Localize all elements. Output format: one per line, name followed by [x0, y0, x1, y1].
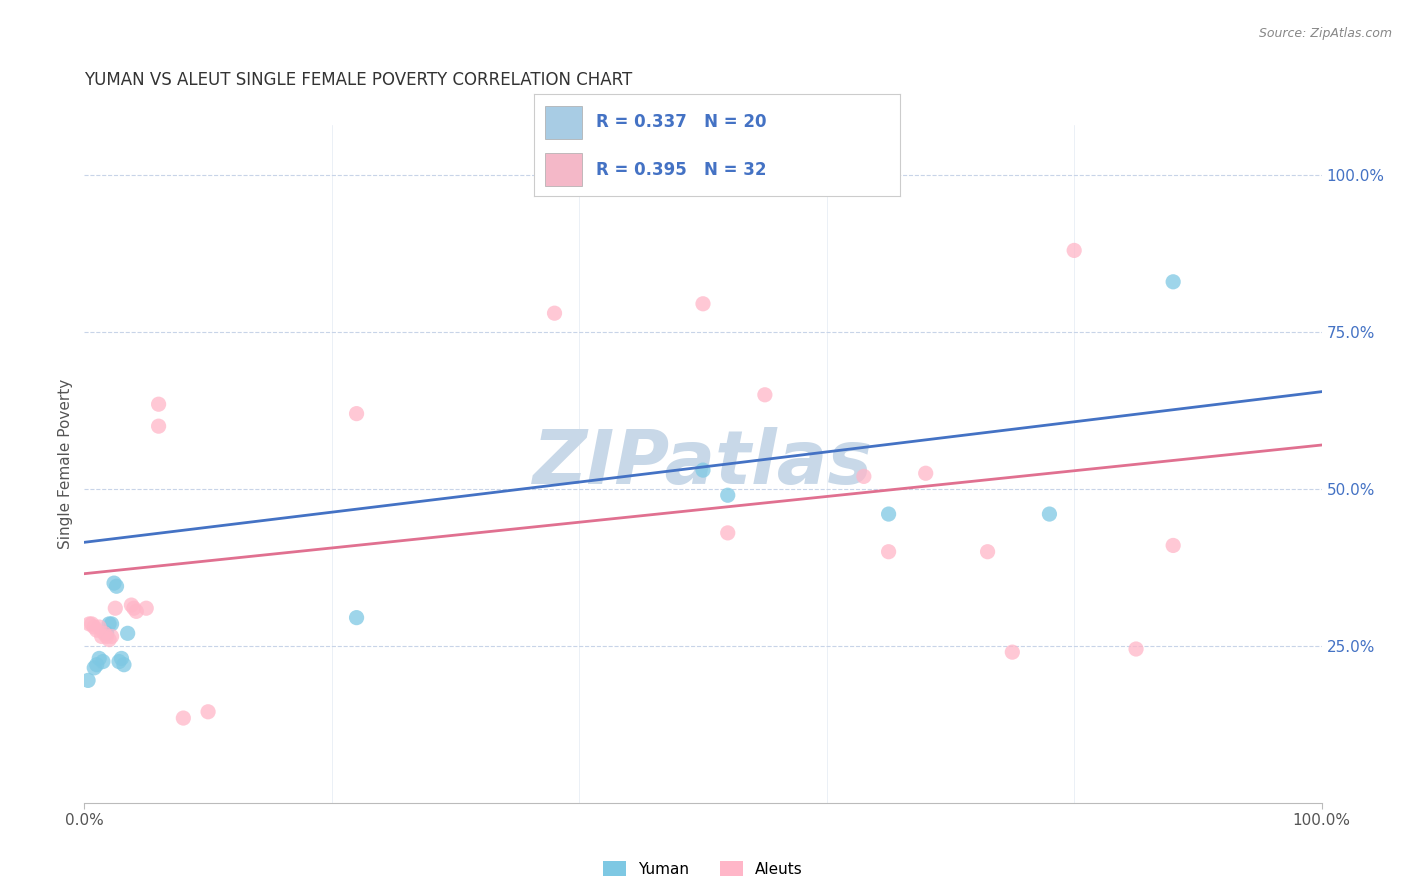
Point [108, 655, 131, 669]
Point [110, 651, 132, 665]
Point [100, 616, 122, 631]
Point [96, 630, 118, 644]
Point [120, 598, 142, 612]
Point [172, 711, 194, 725]
Point [100, 630, 122, 644]
Point [543, 306, 565, 320]
Point [1161, 538, 1184, 552]
Point [148, 419, 170, 434]
Point [346, 610, 368, 624]
Point [346, 407, 368, 421]
Point [83, 620, 105, 634]
Point [852, 469, 875, 483]
Point [717, 525, 740, 540]
Text: YUMAN VS ALEUT SINGLE FEMALE POVERTY CORRELATION CHART: YUMAN VS ALEUT SINGLE FEMALE POVERTY COR… [84, 71, 633, 89]
Point [692, 463, 714, 477]
Point [105, 579, 128, 593]
Point [914, 467, 936, 481]
Point [754, 388, 776, 402]
Point [90, 630, 112, 644]
Point [98, 616, 121, 631]
Point [1063, 244, 1085, 258]
FancyBboxPatch shape [546, 153, 582, 186]
Point [1038, 507, 1060, 521]
FancyBboxPatch shape [546, 106, 582, 139]
Y-axis label: Single Female Poverty: Single Female Poverty [58, 379, 73, 549]
Legend: Yuman, Aleuts: Yuman, Aleuts [603, 861, 803, 877]
Point [117, 626, 139, 640]
Point [1161, 275, 1184, 289]
Point [717, 488, 740, 502]
Point [103, 576, 125, 591]
Point [83, 661, 105, 675]
Point [104, 601, 127, 615]
Point [1125, 642, 1147, 657]
Point [98, 632, 121, 647]
Point [135, 601, 157, 615]
Point [877, 507, 900, 521]
Point [877, 545, 900, 559]
Text: R = 0.395   N = 32: R = 0.395 N = 32 [596, 161, 766, 178]
Point [79, 616, 101, 631]
Point [89, 620, 111, 634]
Point [96, 626, 118, 640]
Point [86, 623, 108, 637]
Point [112, 657, 135, 672]
Point [77, 673, 100, 688]
Point [93, 626, 115, 640]
Text: ZIPatlas: ZIPatlas [533, 427, 873, 500]
Point [976, 545, 998, 559]
Point [80, 616, 103, 631]
Point [86, 657, 108, 672]
Point [122, 601, 145, 615]
Point [1001, 645, 1024, 659]
Text: R = 0.337   N = 20: R = 0.337 N = 20 [596, 113, 766, 131]
Point [197, 705, 219, 719]
Text: Source: ZipAtlas.com: Source: ZipAtlas.com [1258, 27, 1392, 40]
Point [91, 655, 114, 669]
Point [125, 604, 148, 618]
Point [692, 297, 714, 311]
Point [148, 397, 170, 411]
Point [89, 651, 111, 665]
